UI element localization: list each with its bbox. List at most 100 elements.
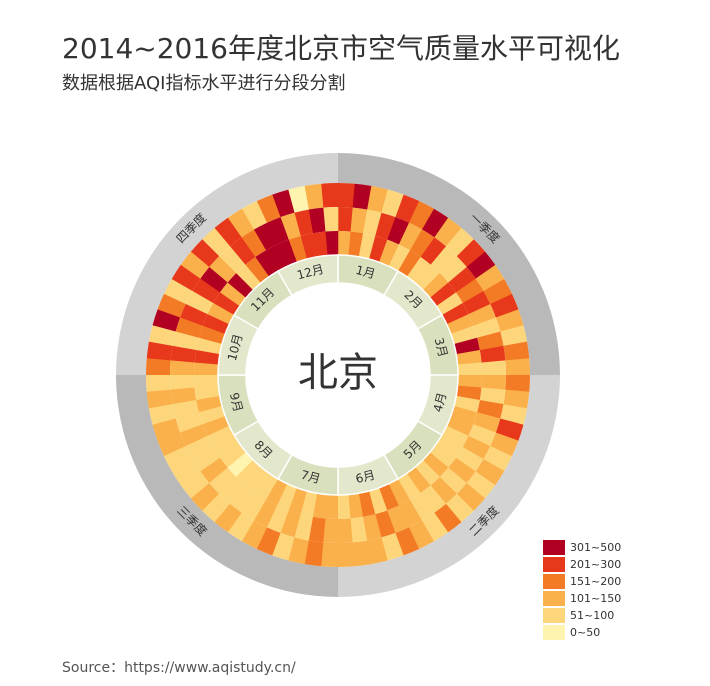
- heat-cell: [430, 476, 457, 504]
- heat-cell: [434, 503, 462, 533]
- heat-cell: [272, 189, 295, 218]
- heat-cell: [170, 374, 195, 390]
- heat-cell: [381, 532, 404, 561]
- heat-cell: [152, 418, 181, 441]
- center-disc: [246, 283, 430, 467]
- heat-cell: [457, 362, 482, 376]
- legend-label: 301~500: [570, 541, 621, 554]
- heat-cell: [277, 239, 298, 267]
- heat-cell: [457, 375, 482, 388]
- heat-cell: [157, 432, 186, 457]
- heat-cell: [466, 471, 496, 499]
- heat-cell: [481, 360, 506, 376]
- heat-cell: [255, 473, 278, 500]
- heat-cell: [397, 473, 421, 500]
- heat-cell: [477, 331, 504, 351]
- heat-cell: [409, 492, 435, 521]
- heat-cell: [267, 217, 290, 245]
- legend-swatch: [543, 608, 565, 623]
- heat-cell: [256, 527, 281, 556]
- month-label: 4月: [431, 391, 450, 414]
- heat-cell: [266, 244, 288, 272]
- heat-cell: [388, 478, 410, 506]
- heat-cell: [256, 194, 281, 223]
- heat-cell: [170, 345, 197, 363]
- heat-cell: [185, 290, 214, 315]
- month-label: 10月: [225, 332, 246, 362]
- heat-cell: [439, 467, 467, 495]
- heat-cell: [468, 304, 496, 327]
- month-label: 9月: [227, 391, 246, 414]
- heat-cell: [229, 485, 256, 513]
- legend-swatch: [543, 574, 565, 589]
- legend-label: 0~50: [570, 626, 600, 639]
- heat-cell: [381, 189, 405, 218]
- heat-cell: [192, 446, 221, 472]
- heat-cell: [194, 374, 219, 388]
- heat-cell: [408, 520, 434, 550]
- heat-cell: [473, 412, 501, 433]
- heat-cell: [308, 207, 326, 234]
- heat-cell: [410, 229, 435, 258]
- legend-swatch: [543, 591, 565, 606]
- heat-cell: [420, 485, 446, 513]
- heat-cell: [505, 375, 530, 393]
- heat-cell: [308, 516, 326, 543]
- center-label: 北京: [298, 350, 378, 396]
- heat-cell: [441, 425, 469, 448]
- heat-cell: [462, 291, 491, 315]
- heat-cell: [479, 345, 506, 363]
- heat-cell: [230, 237, 256, 265]
- heat-cell: [455, 278, 484, 304]
- heat-cell: [379, 239, 400, 267]
- heat-cell: [337, 542, 355, 567]
- heat-cell: [213, 434, 240, 458]
- heat-cell: [374, 510, 396, 538]
- heat-cell: [350, 516, 368, 543]
- heat-cell: [321, 182, 339, 208]
- heat-cell: [198, 325, 226, 344]
- heat-cell: [352, 183, 372, 210]
- heat-cell: [503, 389, 530, 409]
- heat-cell: [218, 476, 246, 504]
- heat-cell: [338, 231, 351, 256]
- heat-cell: [146, 374, 171, 392]
- heat-cell: [429, 443, 456, 468]
- heat-cell: [352, 540, 372, 567]
- heat-cell: [146, 341, 173, 361]
- heat-cell: [255, 250, 279, 277]
- heat-cell: [171, 264, 201, 291]
- heat-cell: [439, 256, 467, 283]
- heat-cell: [220, 282, 247, 307]
- heat-cell: [414, 459, 440, 486]
- heat-cell: [338, 183, 356, 208]
- legend-label: 101~150: [570, 592, 621, 605]
- heat-cell: [395, 527, 420, 556]
- heat-cell: [453, 395, 480, 413]
- heat-cell: [323, 518, 338, 543]
- heat-cell: [201, 493, 231, 523]
- heat-cell: [456, 385, 482, 401]
- heat-cell: [227, 451, 254, 477]
- heat-cell: [436, 435, 463, 458]
- heat-cell: [479, 387, 506, 405]
- heat-cell: [235, 459, 261, 486]
- heat-cell: [172, 399, 199, 419]
- heat-cell: [415, 264, 441, 291]
- heat-cell: [337, 518, 353, 543]
- heat-cell: [395, 194, 420, 223]
- heat-cell: [483, 445, 513, 472]
- heat-cell: [175, 411, 203, 433]
- heat-cell: [481, 375, 506, 390]
- heat-cell: [495, 309, 524, 332]
- heat-cell: [450, 406, 478, 425]
- heat-cell: [366, 537, 388, 565]
- heat-cell: [146, 389, 173, 409]
- heat-cell: [367, 185, 389, 213]
- heat-cell: [241, 520, 268, 550]
- heat-cell: [185, 435, 214, 459]
- heat-cell: [300, 490, 318, 517]
- heat-cell: [388, 244, 411, 272]
- heat-cell: [196, 395, 223, 413]
- heat-cell: [254, 222, 278, 251]
